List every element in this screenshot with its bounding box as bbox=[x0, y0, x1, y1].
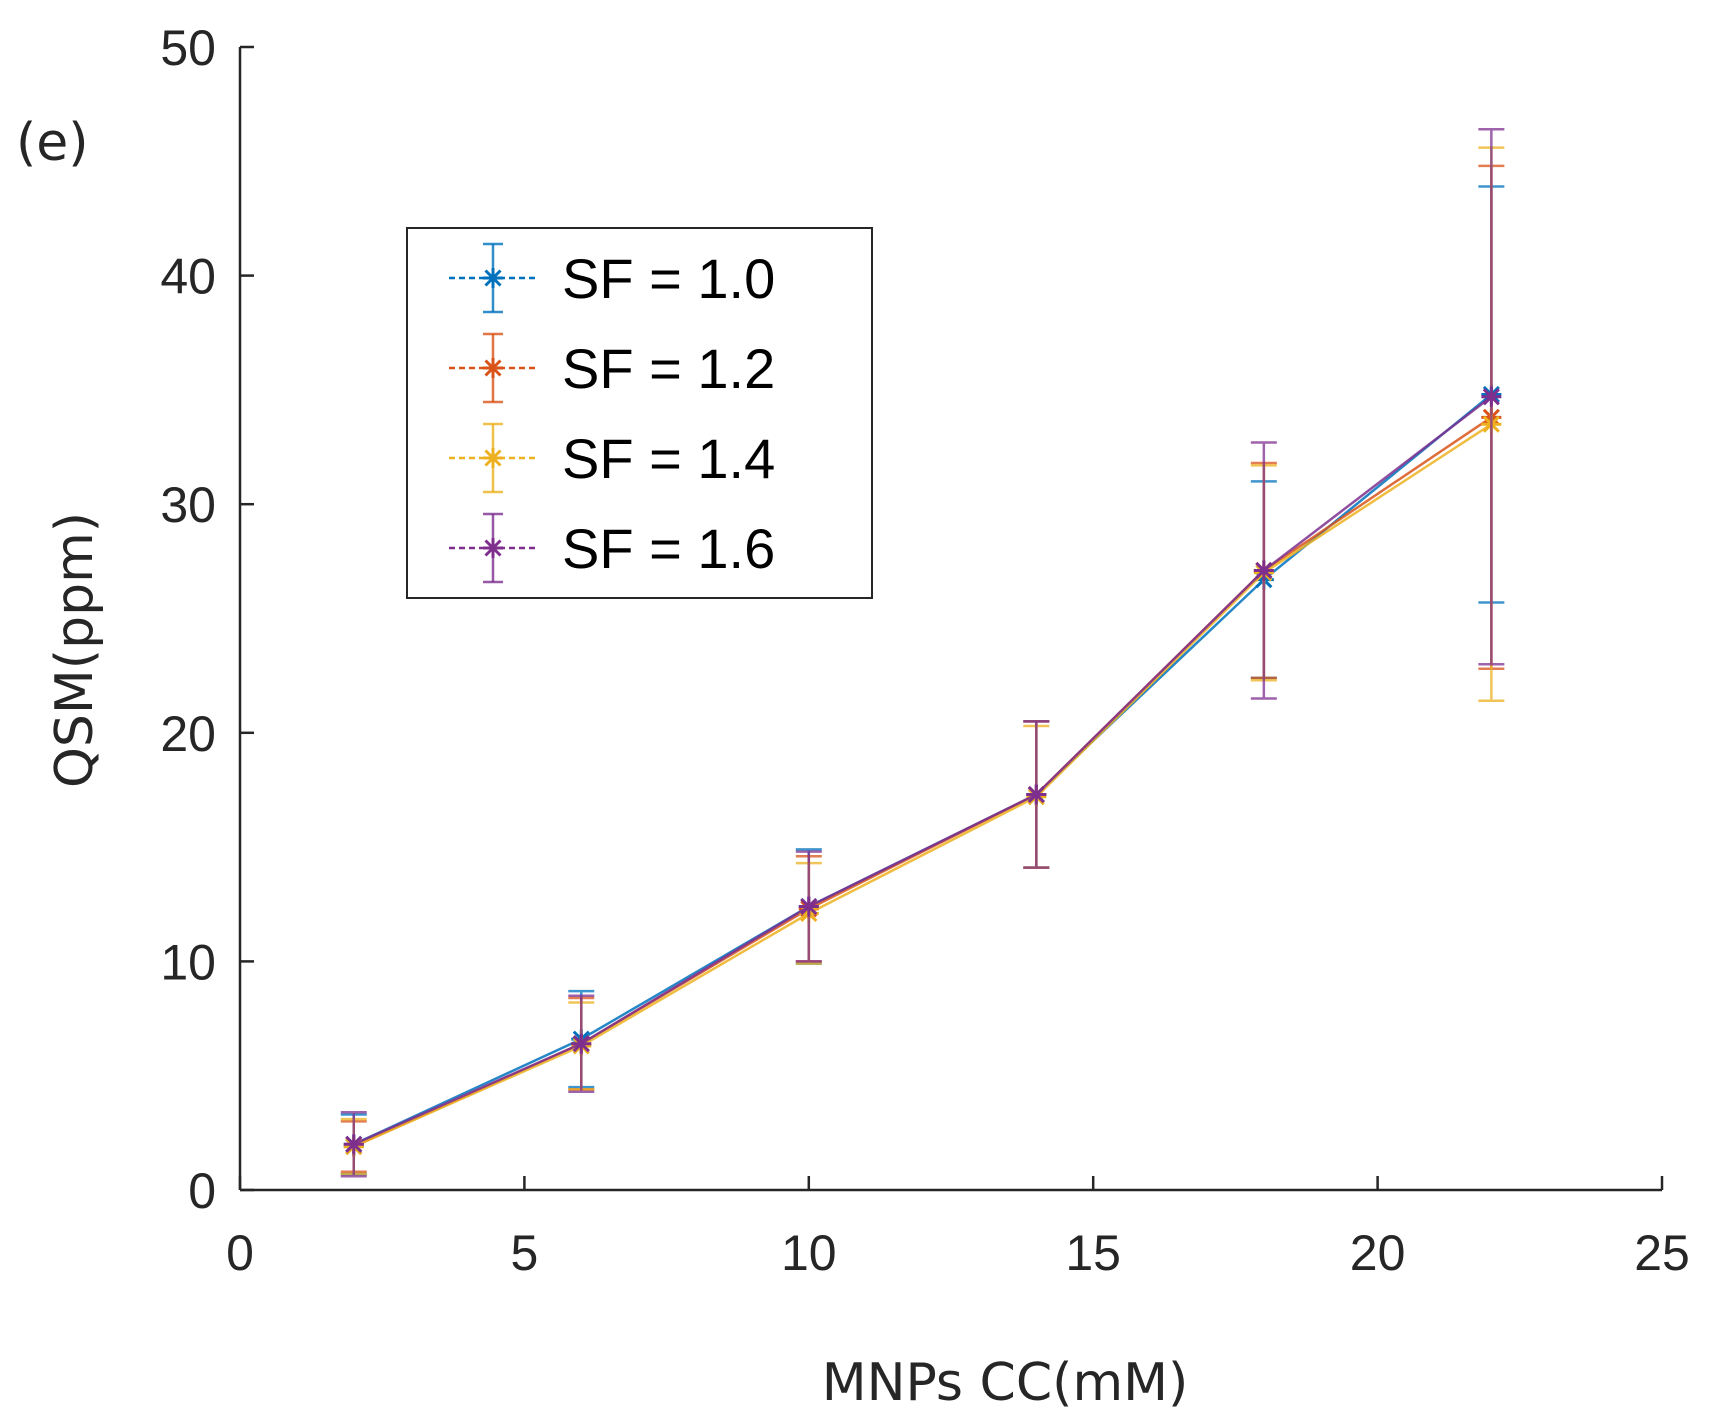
legend-item: SF = 1.2 bbox=[449, 332, 775, 404]
legend-item: SF = 1.4 bbox=[449, 422, 775, 494]
legend-item: SF = 1.6 bbox=[449, 512, 775, 584]
x-tick-label: 5 bbox=[510, 1225, 538, 1281]
data-point bbox=[571, 1033, 592, 1054]
y-tick-label: 20 bbox=[160, 706, 216, 762]
data-point bbox=[1026, 784, 1047, 805]
series-line bbox=[353, 395, 1493, 1146]
legend-label: SF = 1.6 bbox=[562, 517, 775, 580]
x-tick-label: 20 bbox=[1350, 1225, 1406, 1281]
legend-label: SF = 1.0 bbox=[562, 247, 775, 310]
data-point bbox=[1253, 560, 1274, 581]
legend-label: SF = 1.2 bbox=[562, 337, 775, 400]
legend: SF = 1.0 SF = 1.2 SF = 1.4 SF = 1.6 bbox=[406, 227, 873, 599]
data-point bbox=[798, 896, 819, 917]
y-axis-title: QSM(ppm) bbox=[45, 512, 105, 788]
data-point bbox=[1481, 386, 1502, 407]
x-tick-label: 25 bbox=[1634, 1225, 1690, 1281]
legend-marker bbox=[483, 538, 503, 558]
legend-marker bbox=[483, 358, 503, 378]
x-tick-label: 0 bbox=[226, 1225, 254, 1281]
x-axis-title: MNPs CC(mM) bbox=[822, 1353, 1189, 1413]
plot-area: 0 5 10 15 20 25 0 10 20 30 40 50 bbox=[160, 20, 1689, 1281]
legend-item: SF = 1.0 bbox=[449, 242, 775, 314]
x-tick-label: 15 bbox=[1065, 1225, 1121, 1281]
y-tick-label: 30 bbox=[160, 477, 216, 533]
legend-box bbox=[406, 227, 873, 599]
x-tick-label: 10 bbox=[781, 1225, 837, 1281]
series-4 bbox=[340, 128, 1505, 1178]
y-tick-label: 10 bbox=[160, 934, 216, 990]
y-tick-label: 0 bbox=[188, 1163, 216, 1219]
series-line bbox=[353, 423, 1493, 1148]
data-point bbox=[343, 1134, 364, 1155]
y-tick-label: 50 bbox=[160, 20, 216, 76]
legend-label: SF = 1.4 bbox=[562, 427, 775, 490]
legend-marker bbox=[483, 448, 503, 468]
y-tick-label: 40 bbox=[160, 249, 216, 305]
panel-label: (e) bbox=[16, 113, 89, 173]
legend-marker bbox=[483, 268, 503, 288]
